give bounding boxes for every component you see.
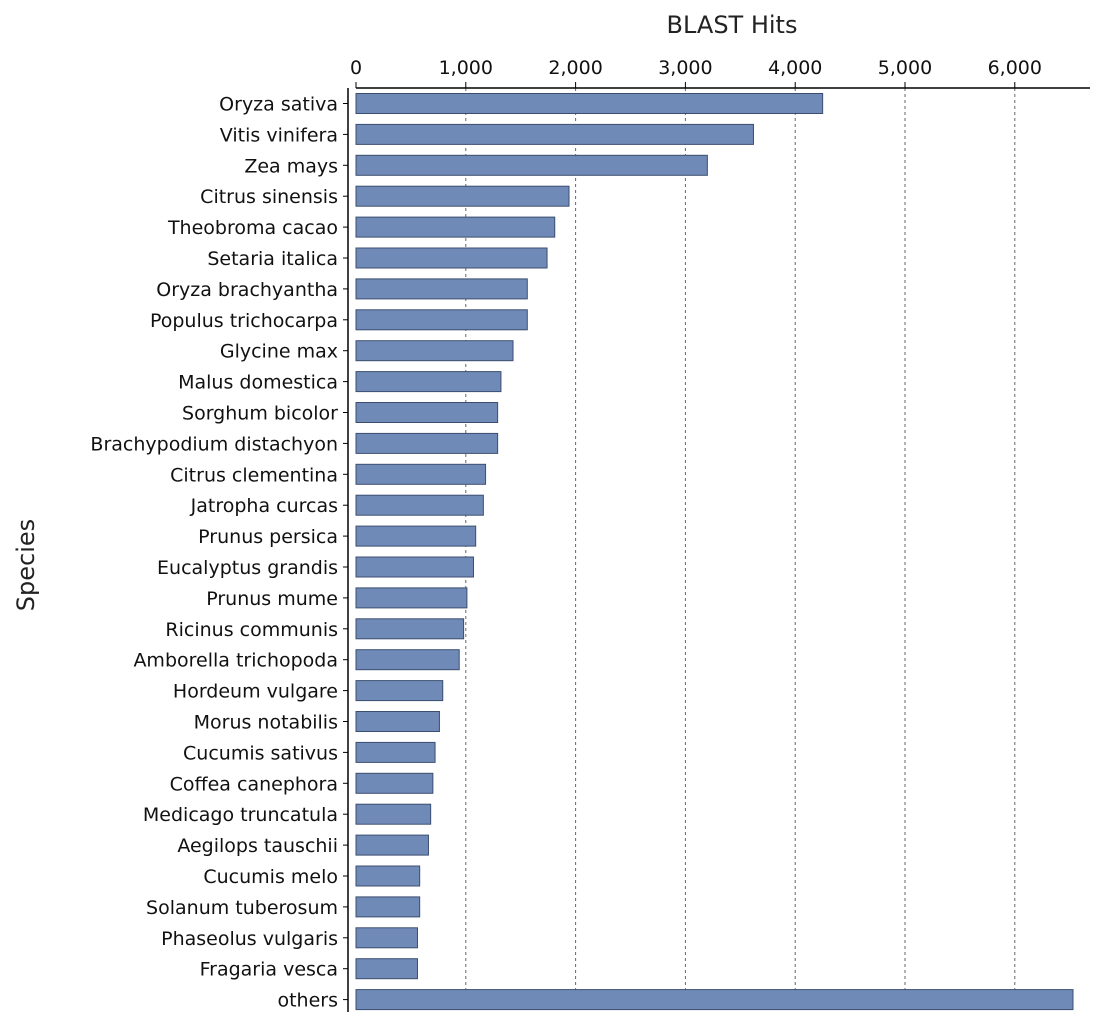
bar xyxy=(356,588,467,608)
category-label: Oryza brachyantha xyxy=(156,279,338,301)
category-label: Amborella trichopoda xyxy=(133,650,338,672)
x-tick-label: 0 xyxy=(350,57,362,79)
bar xyxy=(356,928,417,948)
category-label: Eucalyptus grandis xyxy=(157,557,338,579)
bar xyxy=(356,866,420,886)
bar xyxy=(356,681,443,701)
bar xyxy=(356,897,420,917)
category-label: Prunus mume xyxy=(206,588,338,610)
category-label: Coffea canephora xyxy=(170,773,338,795)
category-label: Sorghum bicolor xyxy=(182,403,338,425)
bar xyxy=(356,155,707,175)
bar xyxy=(356,712,439,732)
bar xyxy=(356,341,513,361)
x-tick-label: 6,000 xyxy=(988,57,1042,79)
bar xyxy=(356,124,753,144)
category-label: Cucumis melo xyxy=(203,866,338,888)
bar xyxy=(356,403,498,423)
x-tick-label: 2,000 xyxy=(548,57,602,79)
bar xyxy=(356,773,433,793)
category-label: Populus trichocarpa xyxy=(150,310,338,332)
bar xyxy=(356,650,459,670)
category-label: Solanum tuberosum xyxy=(146,897,338,919)
category-label: Aegilops tauschii xyxy=(177,835,338,857)
y-axis-title: Species xyxy=(12,519,40,611)
category-label: Theobroma cacao xyxy=(167,217,338,239)
category-label: Citrus clementina xyxy=(170,464,338,486)
bar xyxy=(356,804,431,824)
category-label: Glycine max xyxy=(220,341,338,363)
bar xyxy=(356,433,498,453)
category-label: Phaseolus vulgaris xyxy=(161,928,338,950)
category-label: Prunus persica xyxy=(198,526,338,548)
category-label: Citrus sinensis xyxy=(200,186,338,208)
category-label: Brachypodium distachyon xyxy=(90,433,338,455)
bar xyxy=(356,248,547,268)
category-label: Jatropha curcas xyxy=(190,495,338,517)
bar xyxy=(356,990,1073,1010)
bar xyxy=(356,279,527,299)
category-label: Fragaria vesca xyxy=(200,959,338,981)
category-label: Morus notabilis xyxy=(194,712,338,734)
category-label: others xyxy=(277,990,338,1012)
x-tick-label: 1,000 xyxy=(439,57,493,79)
category-label: Oryza sativa xyxy=(219,94,338,116)
category-label: Hordeum vulgare xyxy=(173,681,338,703)
category-label: Cucumis sativus xyxy=(183,742,338,764)
category-label: Setaria italica xyxy=(207,248,338,270)
category-label: Zea mays xyxy=(244,155,338,177)
category-label: Ricinus communis xyxy=(165,619,338,641)
category-label: Malus domestica xyxy=(178,372,338,394)
x-tick-label: 5,000 xyxy=(878,57,932,79)
x-axis-title: BLAST Hits xyxy=(667,11,798,39)
bar xyxy=(356,742,435,762)
bar xyxy=(356,94,823,114)
category-label: Medicago truncatula xyxy=(143,804,338,826)
bar xyxy=(356,310,527,330)
bar xyxy=(356,217,555,237)
bar xyxy=(356,835,428,855)
bar xyxy=(356,372,501,392)
x-tick-label: 4,000 xyxy=(768,57,822,79)
bar xyxy=(356,186,569,206)
category-label: Vitis vinifera xyxy=(220,124,338,146)
bar xyxy=(356,464,486,484)
bar xyxy=(356,557,473,577)
bar xyxy=(356,495,483,515)
bar xyxy=(356,526,476,546)
bars xyxy=(356,94,1073,1010)
bar xyxy=(356,959,417,979)
bar xyxy=(356,619,464,639)
x-tick-label: 3,000 xyxy=(658,57,712,79)
